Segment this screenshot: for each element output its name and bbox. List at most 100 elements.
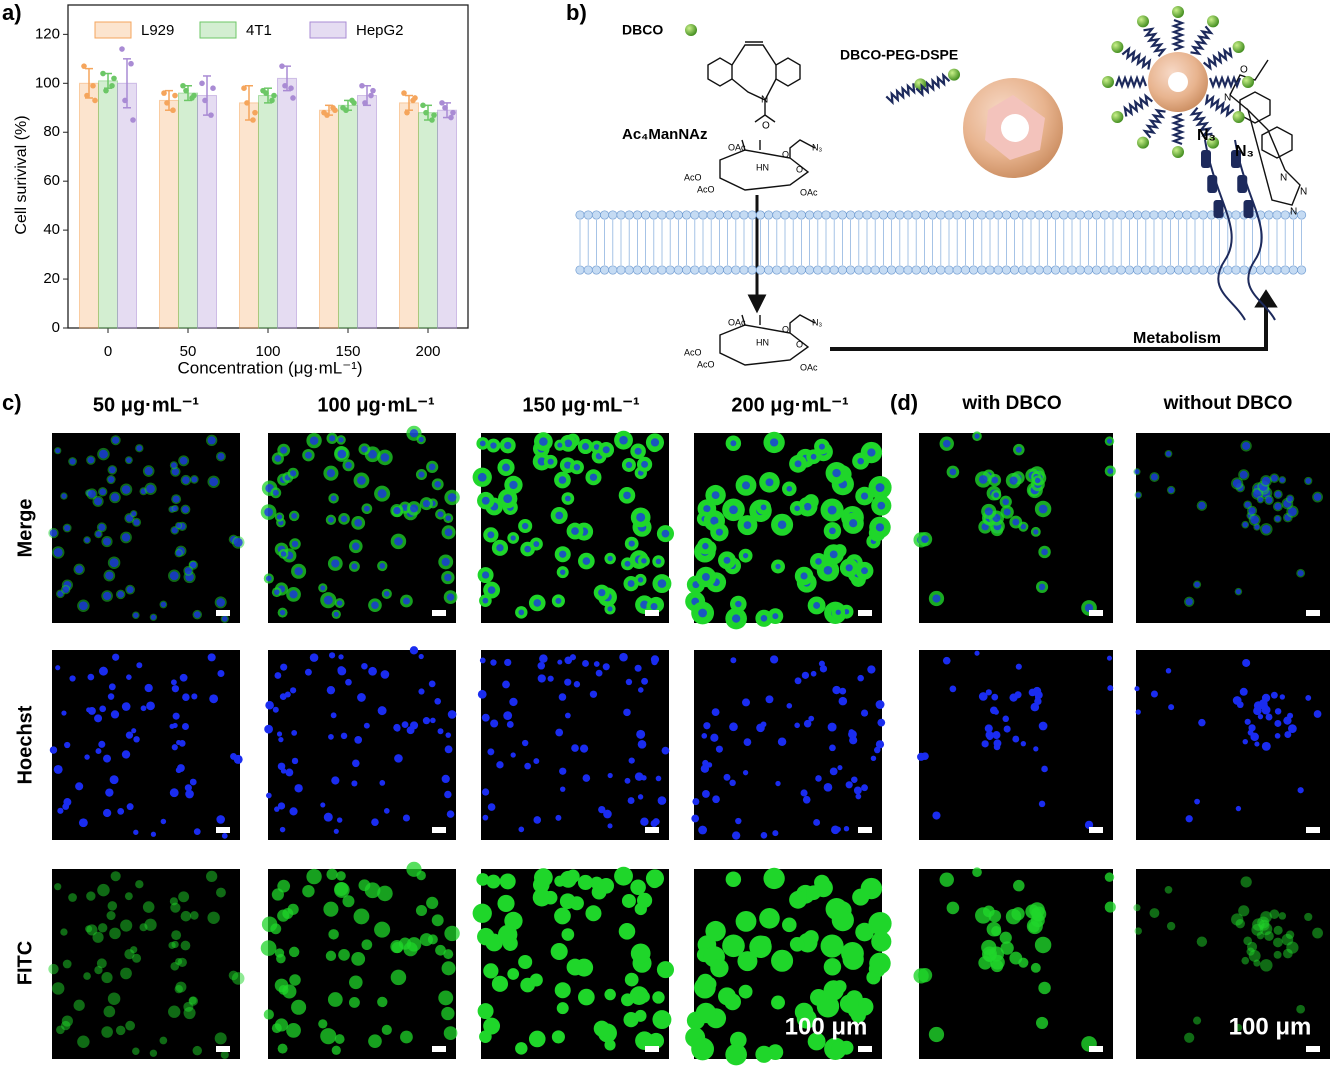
glycan-unit [1237,175,1248,193]
fitc-signal [400,1030,413,1044]
lipid-head [977,265,987,275]
nucleus [133,736,140,743]
legend-label: 4T1 [246,22,272,39]
nucleus [1244,718,1251,725]
legend-swatch [199,21,237,39]
nucleus [1274,491,1282,498]
fitc-signal [415,904,428,917]
nucleus [1033,529,1039,535]
nucleus [801,671,810,679]
lipid-head [903,210,913,220]
fitc-signal [286,1023,301,1038]
fitc-signal [260,940,277,956]
lipid-head [993,210,1003,220]
data-point [401,90,407,96]
fitc-signal [763,867,785,890]
nucleus [363,505,370,512]
sugar [719,139,816,191]
nucleus [564,461,572,469]
data-point [111,75,117,82]
scale-bar [645,1046,659,1052]
nucleus [993,739,1002,748]
fitc-signal [214,1032,227,1045]
fitc-signal [755,1045,773,1063]
nucleus [1279,694,1286,700]
nucleus [447,710,457,719]
nucleus [637,687,644,693]
nucleus [1270,691,1278,699]
fitc-signal [1000,941,1014,955]
nucleus [815,558,822,565]
nucleus [702,573,710,581]
arrow-head [747,294,767,314]
nucleus [731,831,741,840]
data-point [359,82,365,89]
nucleus [75,565,84,574]
nucleus [351,563,358,570]
lipid-head [739,210,749,220]
nucleus [624,560,631,567]
fitc-signal [839,994,859,1014]
lipid-head [1059,265,1069,275]
nucleus [357,693,366,702]
nucleus [1297,787,1304,794]
lipid-head [1133,265,1143,275]
nucleus [62,803,70,810]
nucleus [1284,731,1292,739]
nucleus [849,736,858,745]
lipid-head [813,210,823,220]
peg-chain [1190,25,1214,56]
fitc-signal [342,895,355,908]
fitc-signal [823,958,842,976]
fitc-signal [289,974,301,986]
lipid-head [772,265,782,275]
nucleus [1274,516,1281,522]
arrow-line [830,304,1268,351]
nucleus [823,783,833,792]
nucleus [380,670,390,679]
fitc-signal [771,949,794,972]
nucleus [641,775,647,781]
nucleus [1305,694,1312,701]
chart: 0 20 40 60 80 100 120 0 50 100 150 200 L929 4T1 HepG2 [35,4,469,360]
bar [79,82,99,329]
nucleus [105,788,114,797]
fitc-signal [331,1045,341,1055]
lipid-head [755,210,765,220]
data-point [288,85,294,91]
nucleus [279,609,286,616]
nucleus [557,442,563,448]
nucleus [428,463,436,471]
nucleus [628,757,635,764]
fitc-signal [528,1030,546,1048]
nucleus [179,673,188,682]
nucleus [991,476,999,484]
nucleus [175,550,182,557]
nucleus [193,828,201,836]
nucleus [628,540,635,547]
nucleus [1020,524,1027,530]
nucleus [743,521,752,529]
nucleus [861,567,868,575]
diagram-label: O [762,121,770,132]
lipid-head [870,210,880,220]
fitc-signal [1149,908,1160,918]
fitc-signal [810,988,827,1006]
nucleus [851,776,858,783]
nucleus [160,601,167,608]
nucleus [354,519,363,527]
fitc-signal [441,961,456,976]
x-tick-label: 50 [180,343,197,360]
lipid-head [723,210,733,220]
fitc-signal [725,1043,747,1066]
nucleus [978,475,988,484]
nucleus [171,468,180,476]
nucleus [984,724,993,733]
nucleus [731,614,741,623]
nucleus [655,775,662,782]
lipid-head [1083,210,1093,220]
fitc-signal [207,911,220,924]
fitc-signal [598,877,615,894]
fitc-signal [277,879,291,893]
nucleus [64,741,71,749]
